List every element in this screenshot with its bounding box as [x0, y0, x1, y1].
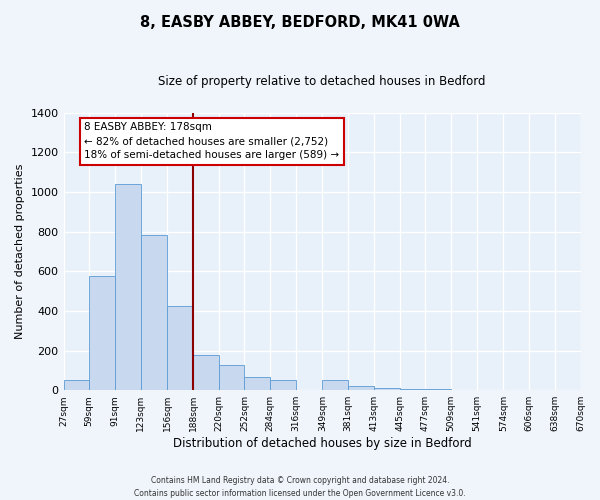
Bar — [141, 234, 167, 390]
Bar — [348, 386, 374, 390]
X-axis label: Distribution of detached houses by size in Bedford: Distribution of detached houses by size … — [173, 437, 472, 450]
Y-axis label: Number of detached properties: Number of detached properties — [15, 164, 25, 339]
Bar — [270, 380, 296, 390]
Bar — [374, 388, 400, 390]
Bar — [219, 366, 244, 390]
Bar — [425, 389, 451, 390]
Bar — [64, 380, 89, 390]
Text: Contains HM Land Registry data © Crown copyright and database right 2024.
Contai: Contains HM Land Registry data © Crown c… — [134, 476, 466, 498]
Bar — [400, 389, 425, 390]
Bar — [115, 184, 141, 390]
Bar — [167, 306, 193, 390]
Bar — [322, 380, 348, 390]
Text: 8, EASBY ABBEY, BEDFORD, MK41 0WA: 8, EASBY ABBEY, BEDFORD, MK41 0WA — [140, 15, 460, 30]
Bar — [193, 355, 219, 390]
Title: Size of property relative to detached houses in Bedford: Size of property relative to detached ho… — [158, 75, 486, 88]
Bar — [244, 378, 270, 390]
Text: 8 EASBY ABBEY: 178sqm
← 82% of detached houses are smaller (2,752)
18% of semi-d: 8 EASBY ABBEY: 178sqm ← 82% of detached … — [84, 122, 340, 160]
Bar — [89, 276, 115, 390]
